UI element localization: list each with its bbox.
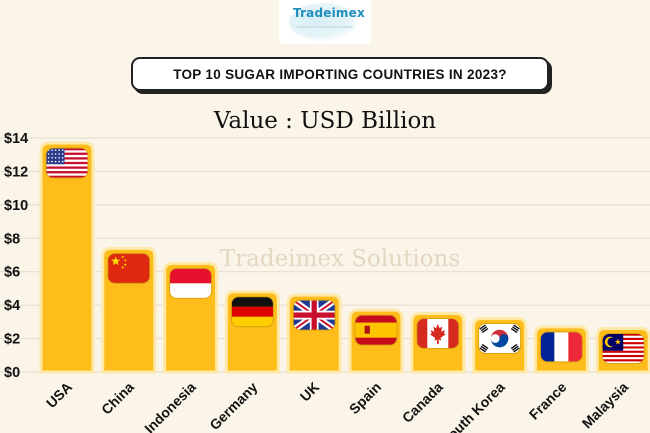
y-tick-label: $8 xyxy=(4,231,20,247)
y-axis: $0 $2 $4 $6 $8 $10 $12 $14 xyxy=(4,131,28,381)
canada-flag xyxy=(416,318,459,349)
indonesia-flag xyxy=(169,268,212,299)
y-tick-label: $2 xyxy=(4,332,20,348)
x-tick-label: China xyxy=(98,379,137,418)
x-tick-label: Spain xyxy=(346,379,384,417)
logo: Tradeimex xyxy=(279,0,371,44)
globe-icon xyxy=(289,3,359,41)
y-tick-label: $6 xyxy=(4,265,20,281)
france-flag xyxy=(540,331,583,362)
china-flag xyxy=(107,253,150,284)
watermark: Tradeimex Solutions xyxy=(220,246,460,272)
y-tick-label: $0 xyxy=(4,365,20,381)
x-tick-label: France xyxy=(526,379,570,423)
chart-subtitle: Value : USD Billion xyxy=(213,108,437,134)
page-title: TOP 10 SUGAR IMPORTING COUNTRIES IN 2023… xyxy=(131,57,549,91)
x-tick-label: UK xyxy=(297,379,323,405)
x-tick-label: Germany xyxy=(206,379,260,433)
uk-flag xyxy=(293,300,336,331)
bars xyxy=(39,141,650,374)
x-axis: USA China Indonesia Germany UK Spain CanadaSou… xyxy=(43,379,632,433)
bar xyxy=(39,141,95,374)
malaysia-flag xyxy=(602,333,645,364)
x-tick-label: Malaysia xyxy=(579,379,632,432)
spain-flag xyxy=(355,315,397,346)
x-tick-label: Indonesia xyxy=(141,379,199,433)
logo-text: Tradeimex xyxy=(293,6,365,20)
x-tick-label: South Korea xyxy=(438,379,508,433)
south-korea-flag xyxy=(478,323,521,354)
y-tick-label: $4 xyxy=(4,298,20,314)
x-tick-label: USA xyxy=(43,379,75,411)
logo-underline xyxy=(297,26,353,28)
y-tick-label: $12 xyxy=(4,164,28,180)
x-tick-label: Canada xyxy=(399,379,446,426)
usa-flag xyxy=(46,148,88,179)
y-tick-label: $14 xyxy=(4,131,28,147)
germany-flag xyxy=(231,296,274,327)
y-tick-label: $10 xyxy=(4,198,28,214)
